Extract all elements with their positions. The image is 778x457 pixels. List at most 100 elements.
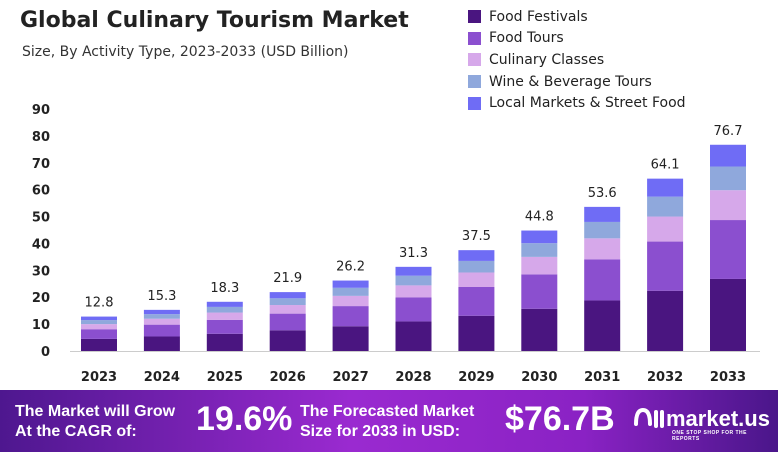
bar-segment — [206, 306, 243, 313]
legend-label: Food Festivals — [489, 8, 588, 25]
summary-banner: The Market will Grow At the CAGR of: 19.6… — [0, 390, 778, 452]
legend-label: Culinary Classes — [489, 51, 605, 68]
bar-segment — [332, 280, 369, 288]
forecast-label-line2: Size for 2033 in USD: — [300, 423, 461, 440]
forecast-label-line1: The Forecasted Market — [300, 403, 475, 420]
legend-swatch — [468, 75, 481, 89]
bar-segment — [647, 290, 684, 351]
cagr-value: 19.6% — [196, 400, 293, 438]
logo-tagline: ONE STOP SHOP FOR THE REPORTS — [672, 430, 747, 442]
bar-segment — [143, 336, 180, 351]
chart-title: Global Culinary Tourism Market — [20, 8, 409, 33]
bar-segment — [81, 338, 117, 351]
bar-segment — [395, 266, 432, 276]
total-label: 21.9 — [273, 271, 302, 286]
bar-segment — [81, 316, 117, 321]
bar-segment — [521, 256, 558, 275]
stacked-bar-chart: 010203040506070809012.8202315.3202418.32… — [32, 103, 760, 385]
bar-segment — [143, 314, 180, 319]
bar-segment — [143, 324, 180, 337]
bar-segment — [395, 297, 432, 322]
chart-subtitle: Size, By Activity Type, 2023-2033 (USD B… — [22, 44, 349, 60]
bar-segment — [458, 250, 495, 261]
logo-text: market.us — [666, 406, 770, 431]
total-label: 76.7 — [714, 124, 743, 139]
market-us-logo: market.us ONE STOP SHOP FOR THE REPORTS — [632, 404, 770, 442]
bar-segment — [269, 305, 306, 314]
legend-label: Wine & Beverage Tours — [489, 73, 652, 90]
legend-label: Food Tours — [489, 30, 564, 47]
x-tick-label: 2026 — [270, 370, 306, 385]
x-tick-label: 2028 — [395, 370, 431, 385]
x-tick-label: 2032 — [647, 370, 683, 385]
total-label: 53.6 — [588, 186, 617, 201]
legend-item: Wine & Beverage Tours — [468, 71, 686, 93]
bar-segment — [647, 241, 684, 291]
bar-segment — [143, 309, 180, 315]
y-tick-label: 30 — [32, 264, 50, 279]
bar-segment — [710, 190, 746, 221]
bar-segment — [458, 260, 495, 273]
bar-segment — [206, 319, 243, 334]
bar-segment — [647, 196, 684, 217]
bar-segment — [521, 230, 558, 244]
bar-segment — [584, 221, 621, 239]
y-tick-label: 80 — [32, 130, 50, 145]
x-tick-label: 2033 — [710, 370, 746, 385]
y-tick-label: 40 — [32, 237, 50, 252]
x-tick-label: 2024 — [144, 370, 180, 385]
y-tick-label: 0 — [41, 345, 50, 360]
legend-item: Culinary Classes — [468, 49, 686, 71]
bar-segment — [521, 243, 558, 257]
bar-segment — [584, 300, 621, 351]
x-tick-label: 2027 — [333, 370, 369, 385]
logo-icon — [634, 407, 664, 428]
legend: Food Festivals Food Tours Culinary Classes… — [468, 6, 686, 114]
y-tick-label: 70 — [32, 157, 50, 172]
legend-swatch — [468, 31, 481, 45]
total-label: 37.5 — [462, 229, 491, 244]
x-tick-label: 2031 — [584, 370, 620, 385]
bar-segment — [81, 324, 117, 330]
bar-segment — [395, 275, 432, 286]
total-label: 44.8 — [525, 210, 554, 225]
bar-segment — [81, 320, 117, 325]
x-tick-label: 2030 — [521, 370, 557, 385]
legend-swatch — [468, 96, 481, 110]
bar-segment — [710, 166, 746, 191]
bar-segment — [206, 301, 243, 307]
bar-segment — [710, 278, 746, 351]
legend-swatch — [468, 53, 481, 67]
total-label: 26.2 — [336, 260, 365, 275]
forecast-value: $76.7B — [505, 400, 615, 438]
x-tick-label: 2025 — [207, 370, 243, 385]
y-tick-label: 90 — [32, 103, 50, 118]
total-label: 15.3 — [147, 289, 176, 304]
total-label: 12.8 — [85, 296, 114, 311]
bar-segment — [458, 287, 495, 316]
bar-segment — [647, 216, 684, 242]
cagr-label-line1: The Market will Grow — [15, 403, 176, 420]
bar-segment — [206, 333, 243, 351]
bar-segment — [332, 295, 369, 307]
bar-segment — [521, 308, 558, 351]
bar-segment — [647, 178, 684, 197]
legend-label: Local Markets & Street Food — [489, 95, 686, 112]
total-label: 18.3 — [210, 281, 239, 296]
bar-segment — [332, 326, 369, 351]
bar-segment — [395, 285, 432, 298]
cagr-label: The Market will Grow At the CAGR of: — [15, 402, 175, 442]
legend-item: Food Festivals — [468, 6, 686, 28]
y-tick-label: 60 — [32, 184, 50, 199]
y-tick-label: 10 — [32, 318, 50, 333]
bar-segment — [81, 329, 117, 339]
cagr-label-line2: At the CAGR of: — [15, 423, 137, 440]
bar-segment — [269, 330, 306, 351]
bar-segment — [269, 298, 306, 306]
legend-item: Food Tours — [468, 28, 686, 50]
legend-item: Local Markets & Street Food — [468, 92, 686, 114]
bar-segment — [395, 321, 432, 351]
x-tick-label: 2029 — [458, 370, 494, 385]
bar-segment — [584, 238, 621, 260]
bar-segment — [584, 206, 621, 222]
